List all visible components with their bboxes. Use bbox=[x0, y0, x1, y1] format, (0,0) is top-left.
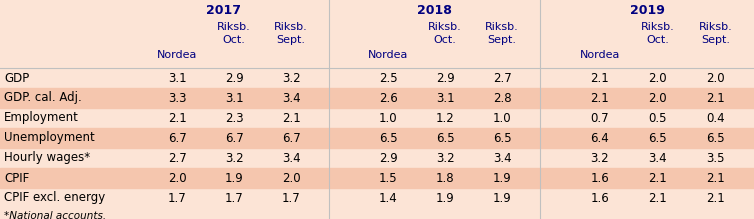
Text: Oct.: Oct. bbox=[222, 35, 246, 45]
Text: 3.4: 3.4 bbox=[648, 152, 667, 164]
Text: 2.7: 2.7 bbox=[492, 71, 511, 85]
Text: 3.2: 3.2 bbox=[590, 152, 609, 164]
Text: Nordea: Nordea bbox=[580, 50, 620, 60]
Text: 2.9: 2.9 bbox=[225, 71, 244, 85]
Text: 2.1: 2.1 bbox=[167, 111, 186, 124]
Text: 1.6: 1.6 bbox=[590, 171, 609, 184]
Text: 2.1: 2.1 bbox=[282, 111, 300, 124]
Bar bbox=[0, 88, 754, 108]
Text: CPIF: CPIF bbox=[4, 171, 29, 184]
Text: 1.9: 1.9 bbox=[492, 191, 511, 205]
Text: 2.8: 2.8 bbox=[492, 92, 511, 104]
Text: Hourly wages*: Hourly wages* bbox=[4, 152, 90, 164]
Text: 2017: 2017 bbox=[206, 5, 241, 18]
Text: 3.4: 3.4 bbox=[282, 92, 300, 104]
Text: 2.1: 2.1 bbox=[706, 191, 725, 205]
Text: 3.4: 3.4 bbox=[282, 152, 300, 164]
Text: 6.5: 6.5 bbox=[492, 131, 511, 145]
Text: *National accounts.: *National accounts. bbox=[4, 211, 106, 219]
Text: Riksb.: Riksb. bbox=[274, 22, 308, 32]
Text: 6.7: 6.7 bbox=[225, 131, 244, 145]
Text: 2.1: 2.1 bbox=[590, 71, 609, 85]
Text: 2.9: 2.9 bbox=[436, 71, 455, 85]
Text: 1.0: 1.0 bbox=[492, 111, 511, 124]
Text: 3.4: 3.4 bbox=[492, 152, 511, 164]
Text: Sept.: Sept. bbox=[277, 35, 305, 45]
Text: 1.0: 1.0 bbox=[379, 111, 397, 124]
Text: Employment: Employment bbox=[4, 111, 79, 124]
Text: 2.1: 2.1 bbox=[648, 171, 667, 184]
Text: 2.0: 2.0 bbox=[282, 171, 300, 184]
Text: Riksb.: Riksb. bbox=[428, 22, 462, 32]
Text: Riksb.: Riksb. bbox=[699, 22, 732, 32]
Text: 1.8: 1.8 bbox=[436, 171, 455, 184]
Text: 2.3: 2.3 bbox=[225, 111, 244, 124]
Text: Sept.: Sept. bbox=[488, 35, 516, 45]
Text: 3.1: 3.1 bbox=[168, 71, 186, 85]
Text: Sept.: Sept. bbox=[701, 35, 730, 45]
Text: 3.2: 3.2 bbox=[225, 152, 244, 164]
Text: 6.5: 6.5 bbox=[706, 131, 725, 145]
Text: 2.5: 2.5 bbox=[379, 71, 397, 85]
Text: 2.9: 2.9 bbox=[379, 152, 397, 164]
Text: 3.1: 3.1 bbox=[225, 92, 244, 104]
Text: 2019: 2019 bbox=[630, 5, 664, 18]
Bar bbox=[0, 128, 754, 148]
Text: Oct.: Oct. bbox=[434, 35, 456, 45]
Text: Riksb.: Riksb. bbox=[641, 22, 675, 32]
Text: Oct.: Oct. bbox=[646, 35, 669, 45]
Text: Riksb.: Riksb. bbox=[485, 22, 519, 32]
Text: 3.1: 3.1 bbox=[436, 92, 455, 104]
Text: 3.3: 3.3 bbox=[168, 92, 186, 104]
Text: 2.1: 2.1 bbox=[706, 92, 725, 104]
Text: GDP. cal. Adj.: GDP. cal. Adj. bbox=[4, 92, 81, 104]
Text: 1.5: 1.5 bbox=[379, 171, 397, 184]
Text: 2.7: 2.7 bbox=[167, 152, 186, 164]
Text: Nordea: Nordea bbox=[157, 50, 198, 60]
Text: 1.7: 1.7 bbox=[225, 191, 244, 205]
Text: 0.4: 0.4 bbox=[706, 111, 725, 124]
Text: 0.5: 0.5 bbox=[648, 111, 667, 124]
Text: 1.9: 1.9 bbox=[436, 191, 455, 205]
Text: 3.2: 3.2 bbox=[282, 71, 300, 85]
Text: 1.7: 1.7 bbox=[282, 191, 300, 205]
Text: 2.0: 2.0 bbox=[706, 71, 725, 85]
Text: 6.7: 6.7 bbox=[282, 131, 300, 145]
Text: 2.1: 2.1 bbox=[706, 171, 725, 184]
Text: 3.2: 3.2 bbox=[436, 152, 455, 164]
Text: 6.7: 6.7 bbox=[167, 131, 186, 145]
Text: 1.9: 1.9 bbox=[225, 171, 244, 184]
Text: CPIF excl. energy: CPIF excl. energy bbox=[4, 191, 106, 205]
Text: 3.5: 3.5 bbox=[706, 152, 725, 164]
Text: 2.0: 2.0 bbox=[648, 71, 667, 85]
Text: 6.5: 6.5 bbox=[436, 131, 455, 145]
Text: Unemployment: Unemployment bbox=[4, 131, 95, 145]
Text: 1.2: 1.2 bbox=[436, 111, 455, 124]
Text: 1.6: 1.6 bbox=[590, 191, 609, 205]
Text: 2.1: 2.1 bbox=[590, 92, 609, 104]
Bar bbox=[0, 168, 754, 188]
Text: Riksb.: Riksb. bbox=[217, 22, 251, 32]
Text: 6.5: 6.5 bbox=[648, 131, 667, 145]
Text: 2.1: 2.1 bbox=[648, 191, 667, 205]
Text: 1.4: 1.4 bbox=[379, 191, 397, 205]
Text: 2.6: 2.6 bbox=[379, 92, 397, 104]
Text: 0.7: 0.7 bbox=[590, 111, 609, 124]
Text: 1.7: 1.7 bbox=[167, 191, 186, 205]
Text: 2018: 2018 bbox=[417, 5, 452, 18]
Text: GDP: GDP bbox=[4, 71, 29, 85]
Text: Nordea: Nordea bbox=[368, 50, 408, 60]
Text: 2.0: 2.0 bbox=[648, 92, 667, 104]
Text: 2.0: 2.0 bbox=[168, 171, 186, 184]
Text: 1.9: 1.9 bbox=[492, 171, 511, 184]
Text: 6.4: 6.4 bbox=[590, 131, 609, 145]
Text: 6.5: 6.5 bbox=[379, 131, 397, 145]
